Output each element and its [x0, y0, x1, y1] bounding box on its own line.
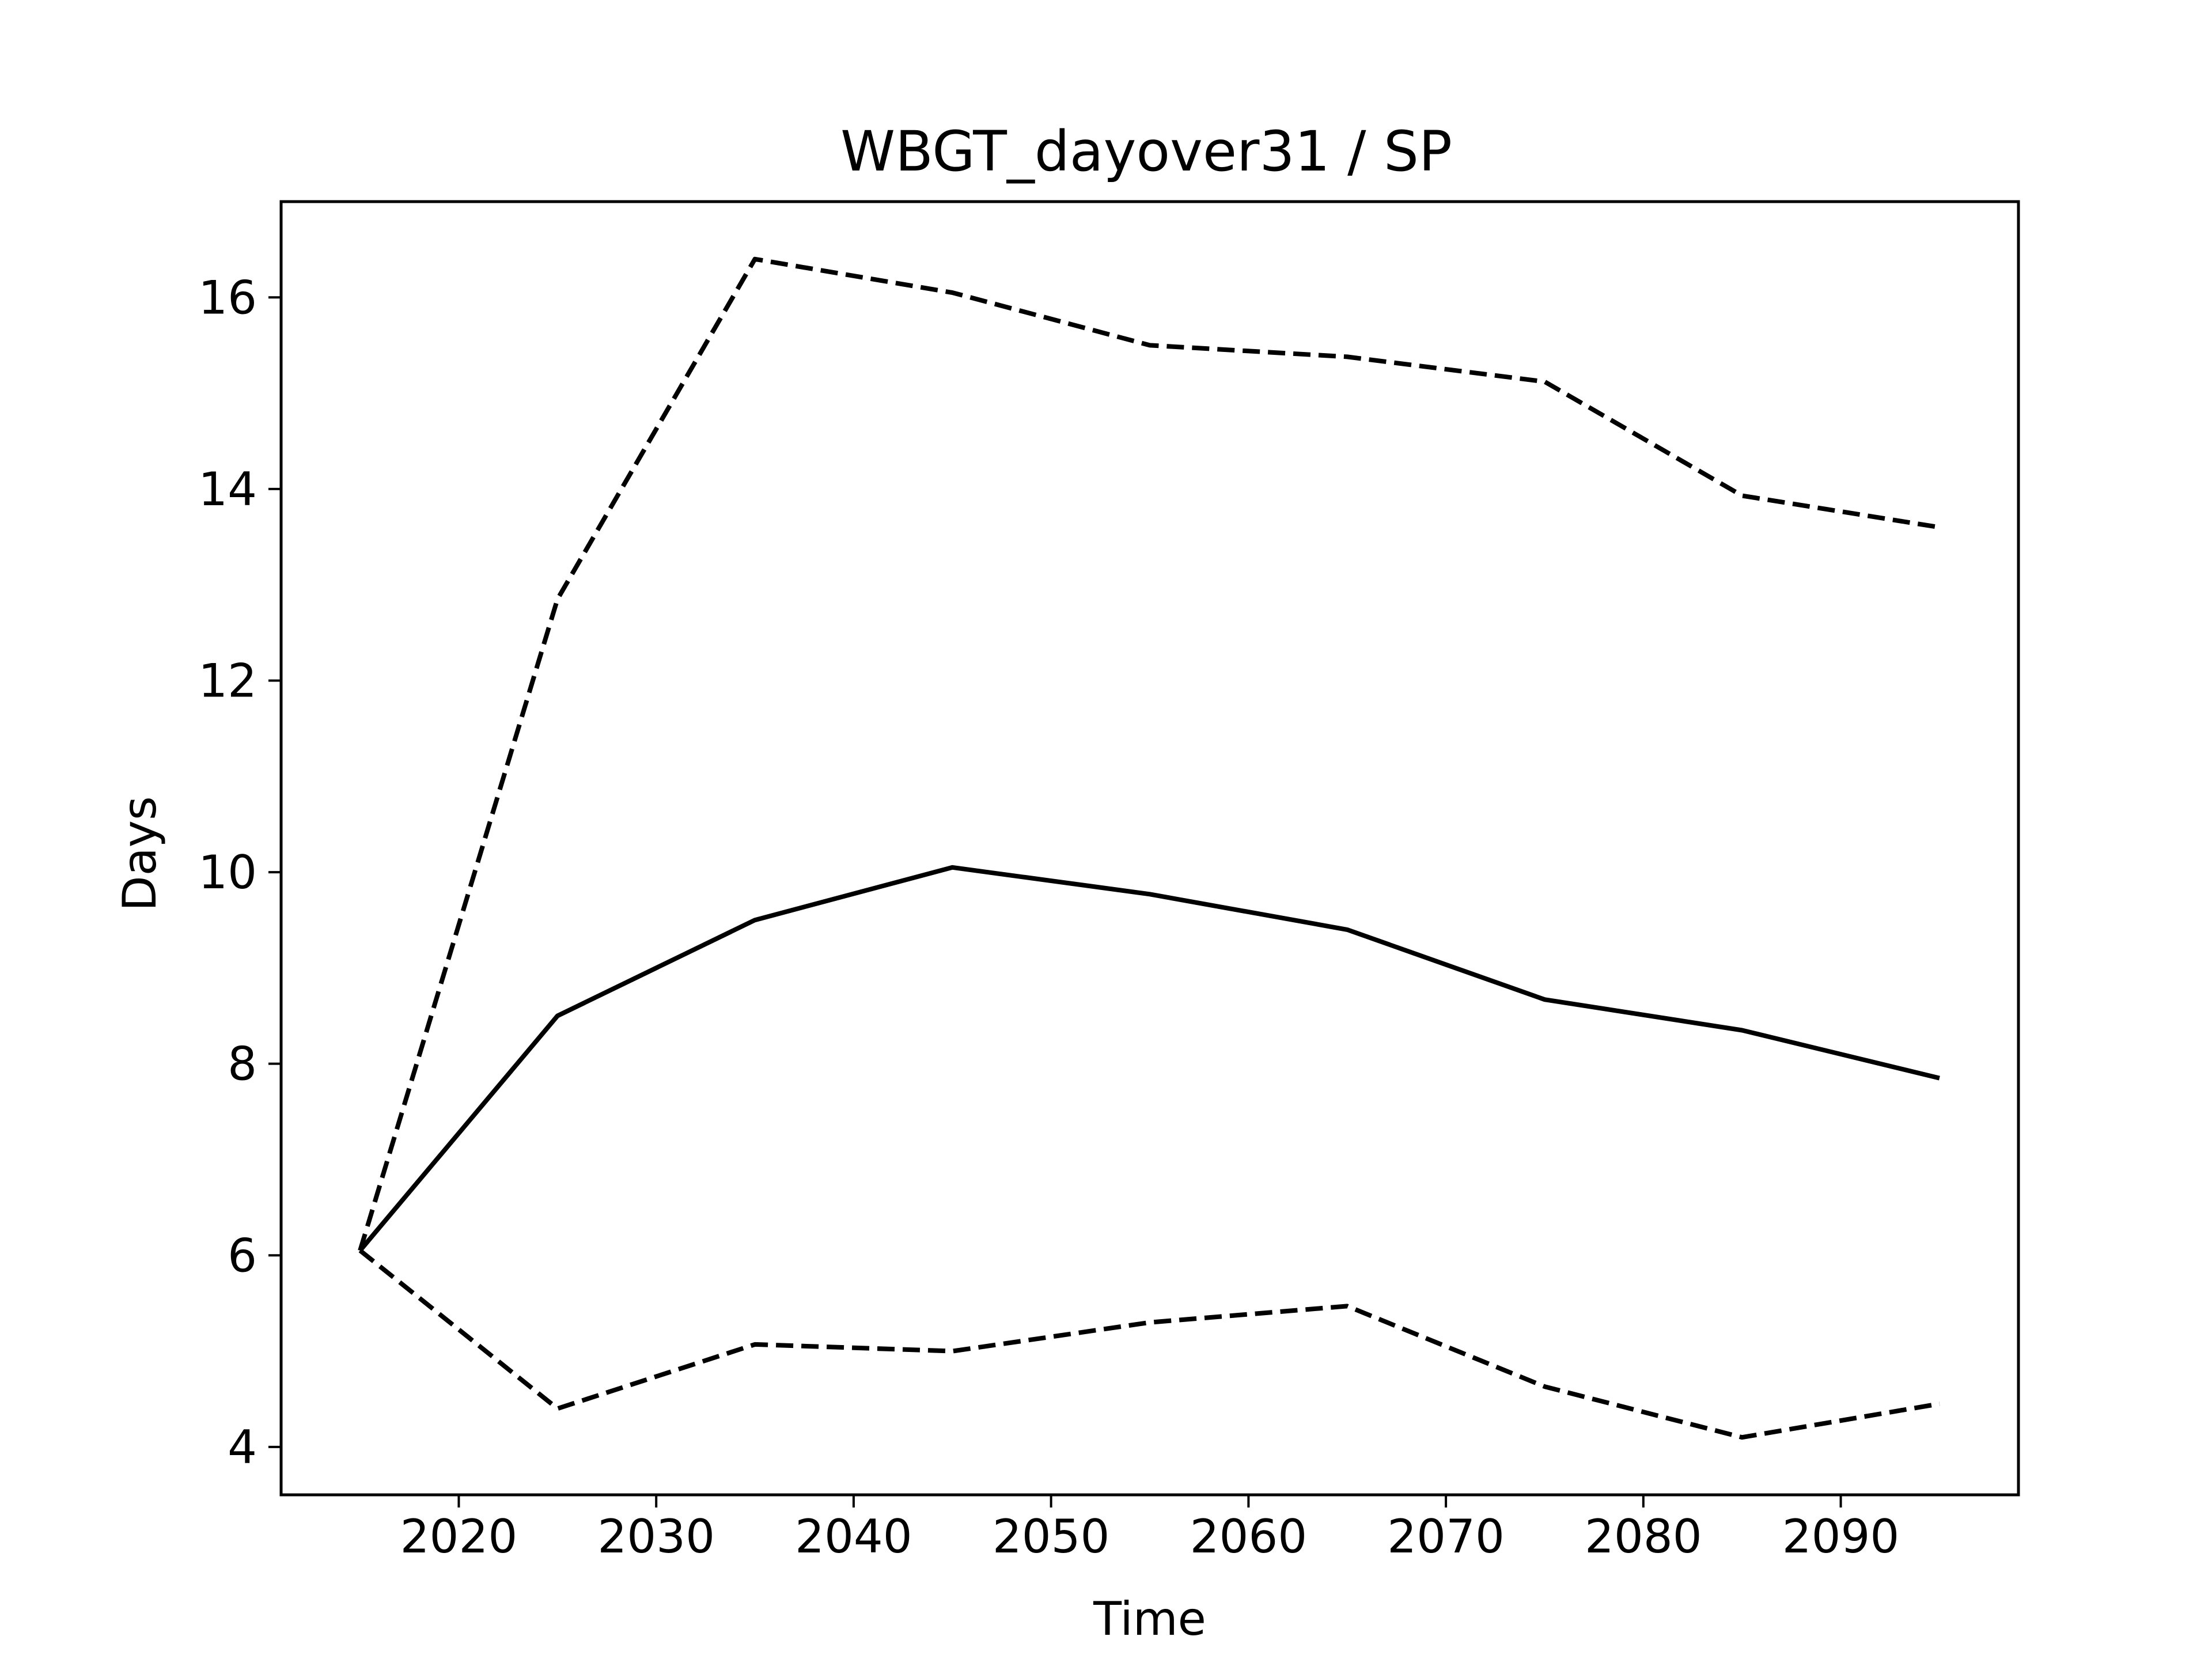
x-tick-label: 2060 — [1190, 1510, 1308, 1563]
y-tick-label: 6 — [228, 1229, 257, 1282]
y-tick-label: 4 — [228, 1421, 257, 1474]
x-tick-label: 2090 — [1782, 1510, 1900, 1563]
plot-frame — [279, 200, 2020, 1497]
y-tick-label: 12 — [198, 654, 257, 707]
series-line-1 — [358, 865, 1940, 1252]
x-tick-label: 2050 — [993, 1510, 1110, 1563]
plot-area — [358, 256, 1940, 1440]
y-tick-label: 8 — [228, 1037, 257, 1091]
x-tick-label: 2030 — [597, 1510, 715, 1563]
chart-title: WBGT_dayover31 / SP — [840, 119, 1452, 184]
y-axis-label: Days — [113, 796, 166, 911]
series-line-2 — [358, 256, 1940, 1252]
y-tick-label: 14 — [198, 463, 257, 516]
y-tick-label: 16 — [198, 271, 257, 324]
x-tick-label: 2020 — [400, 1510, 518, 1563]
y-axis: 4 6 8 10 12 14 16 — [198, 271, 281, 1474]
x-axis: 2020 2030 2040 2050 2060 2070 2080 2090 — [400, 1495, 1900, 1563]
series-line-3 — [358, 1248, 1940, 1440]
x-tick-label: 2070 — [1387, 1510, 1505, 1563]
y-tick-label: 10 — [198, 846, 257, 899]
x-axis-label: Time — [1093, 1592, 1206, 1646]
x-tick-label: 2040 — [795, 1510, 912, 1563]
x-tick-label: 2080 — [1585, 1510, 1702, 1563]
